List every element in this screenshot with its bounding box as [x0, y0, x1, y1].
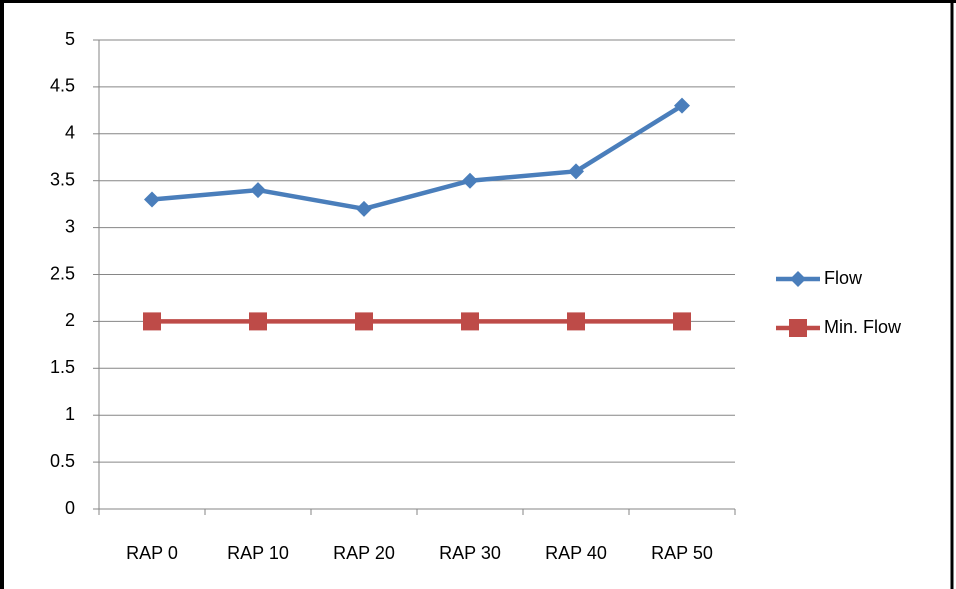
x-tick-label: RAP 0	[126, 543, 178, 563]
series-line	[151, 103, 684, 212]
y-tick-label: 5	[65, 29, 75, 49]
y-tick-label: 0.5	[50, 451, 75, 471]
y-tick-label: 1	[65, 404, 75, 424]
x-tick-label: RAP 40	[545, 543, 607, 563]
y-tick-label: 2	[65, 310, 75, 330]
data-point	[356, 200, 372, 217]
data-point	[674, 97, 690, 114]
data-point	[355, 312, 373, 331]
data-point	[461, 312, 479, 331]
data-point	[567, 312, 585, 331]
data-point	[462, 172, 478, 189]
legend-marker	[790, 271, 806, 287]
legend-label: Flow	[824, 268, 863, 288]
y-tick-label: 1.5	[50, 357, 75, 377]
y-tick-label: 4.5	[50, 76, 75, 96]
x-tick-label: RAP 50	[651, 543, 713, 563]
data-point	[250, 182, 266, 199]
y-tick-label: 0	[65, 498, 75, 518]
x-tick-label: RAP 10	[227, 543, 289, 563]
data-point	[568, 163, 584, 180]
data-point	[673, 312, 691, 331]
legend-label: Min. Flow	[824, 317, 902, 337]
x-tick-label: RAP 20	[333, 543, 395, 563]
data-point	[144, 191, 160, 208]
legend-marker	[789, 319, 807, 337]
data-point	[143, 312, 161, 331]
y-tick-label: 4	[65, 123, 75, 143]
x-tick-label: RAP 30	[439, 543, 501, 563]
y-tick-label: 2.5	[50, 263, 75, 283]
y-tick-label: 3	[65, 216, 75, 236]
y-tick-label: 3.5	[50, 169, 75, 189]
data-point	[249, 312, 267, 331]
